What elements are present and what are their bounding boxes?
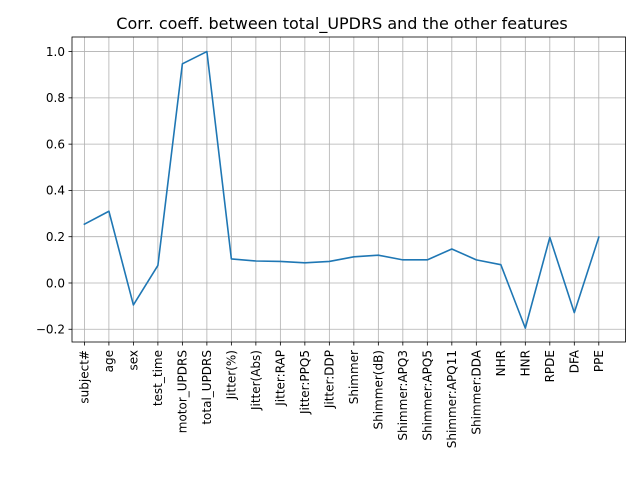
series-line <box>83 50 600 329</box>
grid-lines <box>72 37 626 342</box>
x-tick-label: Shimmer:DDA <box>469 349 483 434</box>
x-tick-label: sex <box>126 350 140 371</box>
x-tick-label: Shimmer:APQ11 <box>445 350 459 448</box>
y-tick-label: 0.0 <box>46 276 65 290</box>
y-tick-label: −0.2 <box>36 323 65 337</box>
x-tick-label: Jitter:RAP <box>273 350 287 407</box>
x-tick-label: subject# <box>77 350 91 404</box>
x-axis: subject# age sex test_time motor_UPDRS total_… <box>77 342 606 448</box>
y-tick-label: 0.8 <box>46 91 65 105</box>
x-tick-label: Jitter:DDP <box>322 350 336 409</box>
series-lines <box>83 50 600 329</box>
y-tick-label: 0.2 <box>46 230 65 244</box>
x-tick-label: DFA <box>567 349 581 373</box>
x-tick-label: Shimmer <box>347 350 361 404</box>
x-tick-label: NHR <box>494 350 508 376</box>
chart-title: Corr. coeff. between total_UPDRS and the… <box>116 14 567 34</box>
x-tick-label: Shimmer:APQ3 <box>396 350 410 441</box>
x-tick-label: PPE <box>592 350 606 372</box>
x-tick-label: RPDE <box>543 350 557 382</box>
x-tick-label: test_time <box>151 350 165 406</box>
x-tick-label: motor_UPDRS <box>175 350 189 433</box>
x-tick-label: HNR <box>518 350 532 376</box>
x-tick-label: Shimmer(dB) <box>371 350 385 429</box>
x-tick-label: Jitter:PPQ5 <box>298 350 312 415</box>
y-axis: −0.2 0.0 0.2 0.4 0.6 0.8 1.0 <box>36 45 72 337</box>
y-tick-label: 0.6 <box>46 137 65 151</box>
y-tick-label: 0.4 <box>46 184 65 198</box>
x-tick-label: total_UPDRS <box>200 350 214 425</box>
x-tick-label: Jitter(Abs) <box>249 350 263 411</box>
y-tick-label: 1.0 <box>46 45 65 59</box>
plot-frame <box>71 36 626 343</box>
x-tick-label: Jitter(%) <box>224 350 238 400</box>
x-tick-label: age <box>102 350 116 372</box>
x-tick-label: Shimmer:APQ5 <box>420 350 434 441</box>
